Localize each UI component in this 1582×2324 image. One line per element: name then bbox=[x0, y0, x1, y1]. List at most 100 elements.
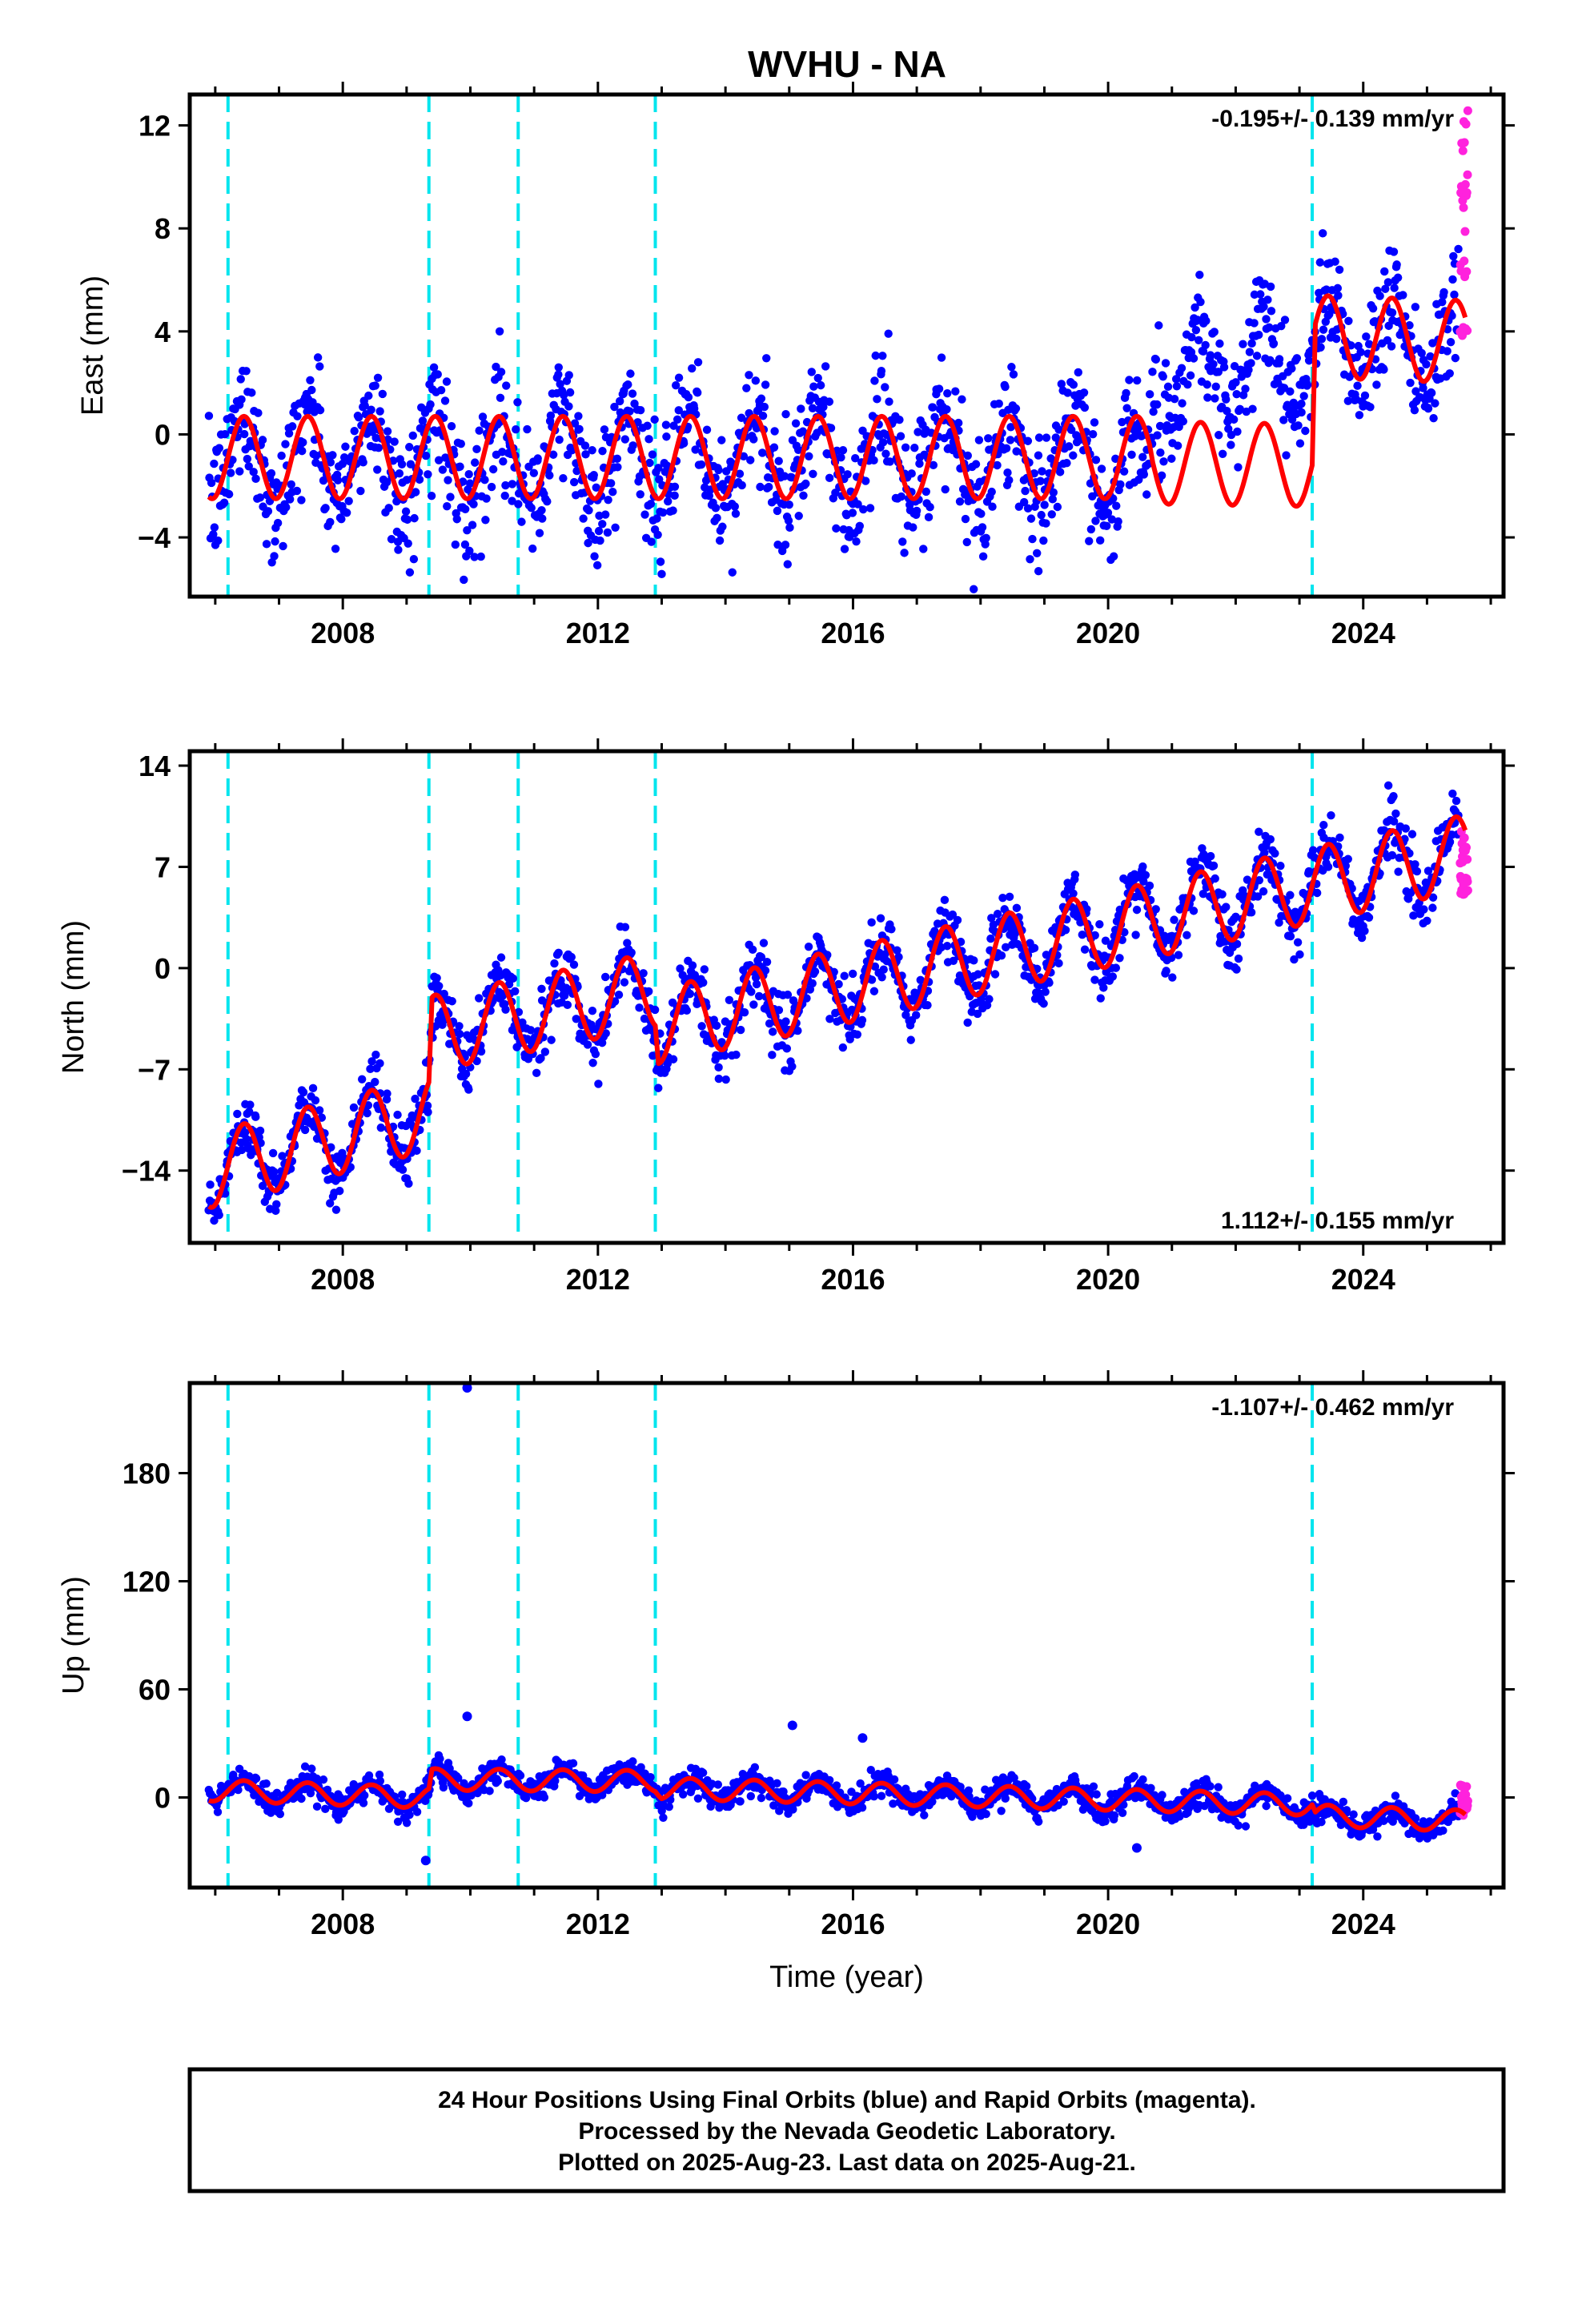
final-orbit-point bbox=[1151, 355, 1161, 364]
final-orbit-point bbox=[953, 915, 962, 925]
final-orbit-point bbox=[691, 445, 700, 454]
final-orbit-point bbox=[488, 464, 498, 474]
final-orbit-point bbox=[533, 454, 542, 463]
final-orbit-point bbox=[654, 464, 663, 472]
final-orbit-point bbox=[1201, 340, 1210, 350]
final-orbit-point bbox=[442, 377, 452, 386]
final-orbit-point bbox=[1381, 284, 1390, 293]
final-orbit-point bbox=[773, 506, 782, 516]
final-orbit-point bbox=[679, 439, 689, 448]
final-orbit-point bbox=[1090, 975, 1099, 984]
final-orbit-point bbox=[760, 402, 769, 412]
final-orbit-point bbox=[311, 1096, 320, 1105]
final-orbit-point bbox=[408, 431, 417, 440]
final-orbit-point bbox=[468, 521, 477, 529]
final-orbit-point bbox=[475, 426, 484, 435]
final-orbit-point bbox=[988, 502, 997, 511]
final-orbit-point bbox=[1069, 451, 1078, 460]
final-orbit-point bbox=[1259, 887, 1268, 896]
y-tick-label: 0 bbox=[155, 952, 171, 985]
final-orbit-point bbox=[1089, 1782, 1098, 1791]
final-orbit-point bbox=[492, 362, 500, 372]
final-orbit-point bbox=[235, 467, 244, 476]
plot-frame bbox=[187, 92, 1506, 599]
final-orbit-point bbox=[331, 1205, 341, 1214]
final-orbit-point bbox=[410, 513, 419, 523]
final-orbit-point bbox=[1170, 915, 1178, 924]
final-orbit-point bbox=[537, 505, 546, 515]
final-orbit-point bbox=[1394, 867, 1403, 876]
final-orbit-point bbox=[782, 1044, 792, 1053]
final-orbit-point bbox=[752, 979, 761, 989]
final-orbit-point bbox=[731, 509, 741, 518]
final-orbit-point bbox=[508, 974, 518, 983]
final-orbit-point bbox=[859, 505, 868, 514]
final-orbit-point bbox=[751, 376, 761, 385]
final-orbit-point bbox=[1267, 307, 1276, 316]
final-orbit-point bbox=[438, 465, 448, 474]
final-orbit-point bbox=[569, 477, 579, 487]
final-orbit-point bbox=[658, 508, 668, 517]
final-orbit-point bbox=[1422, 360, 1431, 369]
final-orbit-point bbox=[594, 526, 604, 536]
final-orbit-point bbox=[315, 362, 324, 371]
final-orbit-point bbox=[589, 470, 598, 480]
final-orbit-point bbox=[1344, 316, 1353, 325]
final-orbit-point bbox=[299, 1088, 308, 1097]
final-orbit-point bbox=[547, 1035, 556, 1044]
final-orbit-point bbox=[251, 1774, 261, 1783]
final-orbit-point bbox=[1080, 945, 1090, 954]
final-orbit-point bbox=[1234, 954, 1243, 963]
final-orbit-point bbox=[809, 382, 818, 391]
final-orbit-point bbox=[1235, 404, 1244, 414]
rapid-orbit-point bbox=[1461, 119, 1471, 129]
velocity-label: 1.112+/- 0.155 mm/yr bbox=[1221, 1208, 1454, 1234]
final-orbit-point bbox=[1247, 339, 1256, 348]
final-orbit-point bbox=[787, 472, 797, 482]
final-orbit-point bbox=[1333, 283, 1343, 293]
final-orbit-point bbox=[423, 1101, 432, 1110]
final-orbit-point bbox=[843, 470, 852, 479]
final-orbit-point bbox=[583, 1040, 592, 1049]
final-orbit-point bbox=[1287, 364, 1296, 373]
rapid-orbit-point bbox=[1462, 188, 1472, 198]
final-orbit-point bbox=[1380, 267, 1389, 276]
final-orbit-point bbox=[688, 961, 697, 970]
final-orbit-point bbox=[475, 994, 484, 1003]
final-orbit-point bbox=[768, 1027, 777, 1036]
rapid-orbit-point bbox=[1461, 842, 1471, 852]
final-orbit-point bbox=[1063, 388, 1072, 397]
final-orbit-point bbox=[1429, 414, 1438, 423]
final-orbit-point bbox=[1159, 457, 1168, 466]
final-orbit-point bbox=[249, 468, 258, 476]
final-orbit-point bbox=[1214, 368, 1223, 376]
final-orbit-point bbox=[478, 412, 488, 421]
final-orbit-point bbox=[508, 497, 516, 505]
final-orbit-point bbox=[1360, 927, 1369, 935]
final-orbit-point bbox=[986, 934, 995, 943]
final-orbit-point bbox=[865, 504, 875, 513]
final-orbit-point bbox=[1286, 931, 1295, 941]
final-orbit-point bbox=[648, 450, 657, 459]
final-orbit-point bbox=[985, 995, 994, 1003]
final-orbit-point bbox=[614, 990, 624, 999]
final-orbit-point bbox=[393, 1110, 402, 1120]
y-axis-label: Up (mm) bbox=[57, 1576, 90, 1695]
final-orbit-point bbox=[392, 497, 401, 506]
final-orbit-point bbox=[1293, 938, 1303, 947]
final-orbit-point bbox=[246, 1100, 255, 1109]
final-orbit-point bbox=[564, 402, 573, 411]
final-orbit-point bbox=[881, 449, 890, 458]
x-tick-label: 2008 bbox=[311, 617, 375, 649]
final-orbit-point bbox=[1011, 404, 1021, 413]
final-orbit-point bbox=[1174, 951, 1183, 959]
final-orbit-point bbox=[405, 1810, 414, 1819]
final-orbit-point bbox=[1153, 400, 1162, 409]
rapid-orbit-point bbox=[1463, 1796, 1472, 1806]
final-orbit-point bbox=[900, 549, 909, 557]
final-orbit-point bbox=[1312, 888, 1322, 898]
final-orbit-point bbox=[393, 537, 403, 546]
final-orbit-point bbox=[1006, 436, 1015, 444]
final-orbit-point bbox=[1133, 376, 1142, 385]
final-orbit-point bbox=[745, 371, 753, 380]
